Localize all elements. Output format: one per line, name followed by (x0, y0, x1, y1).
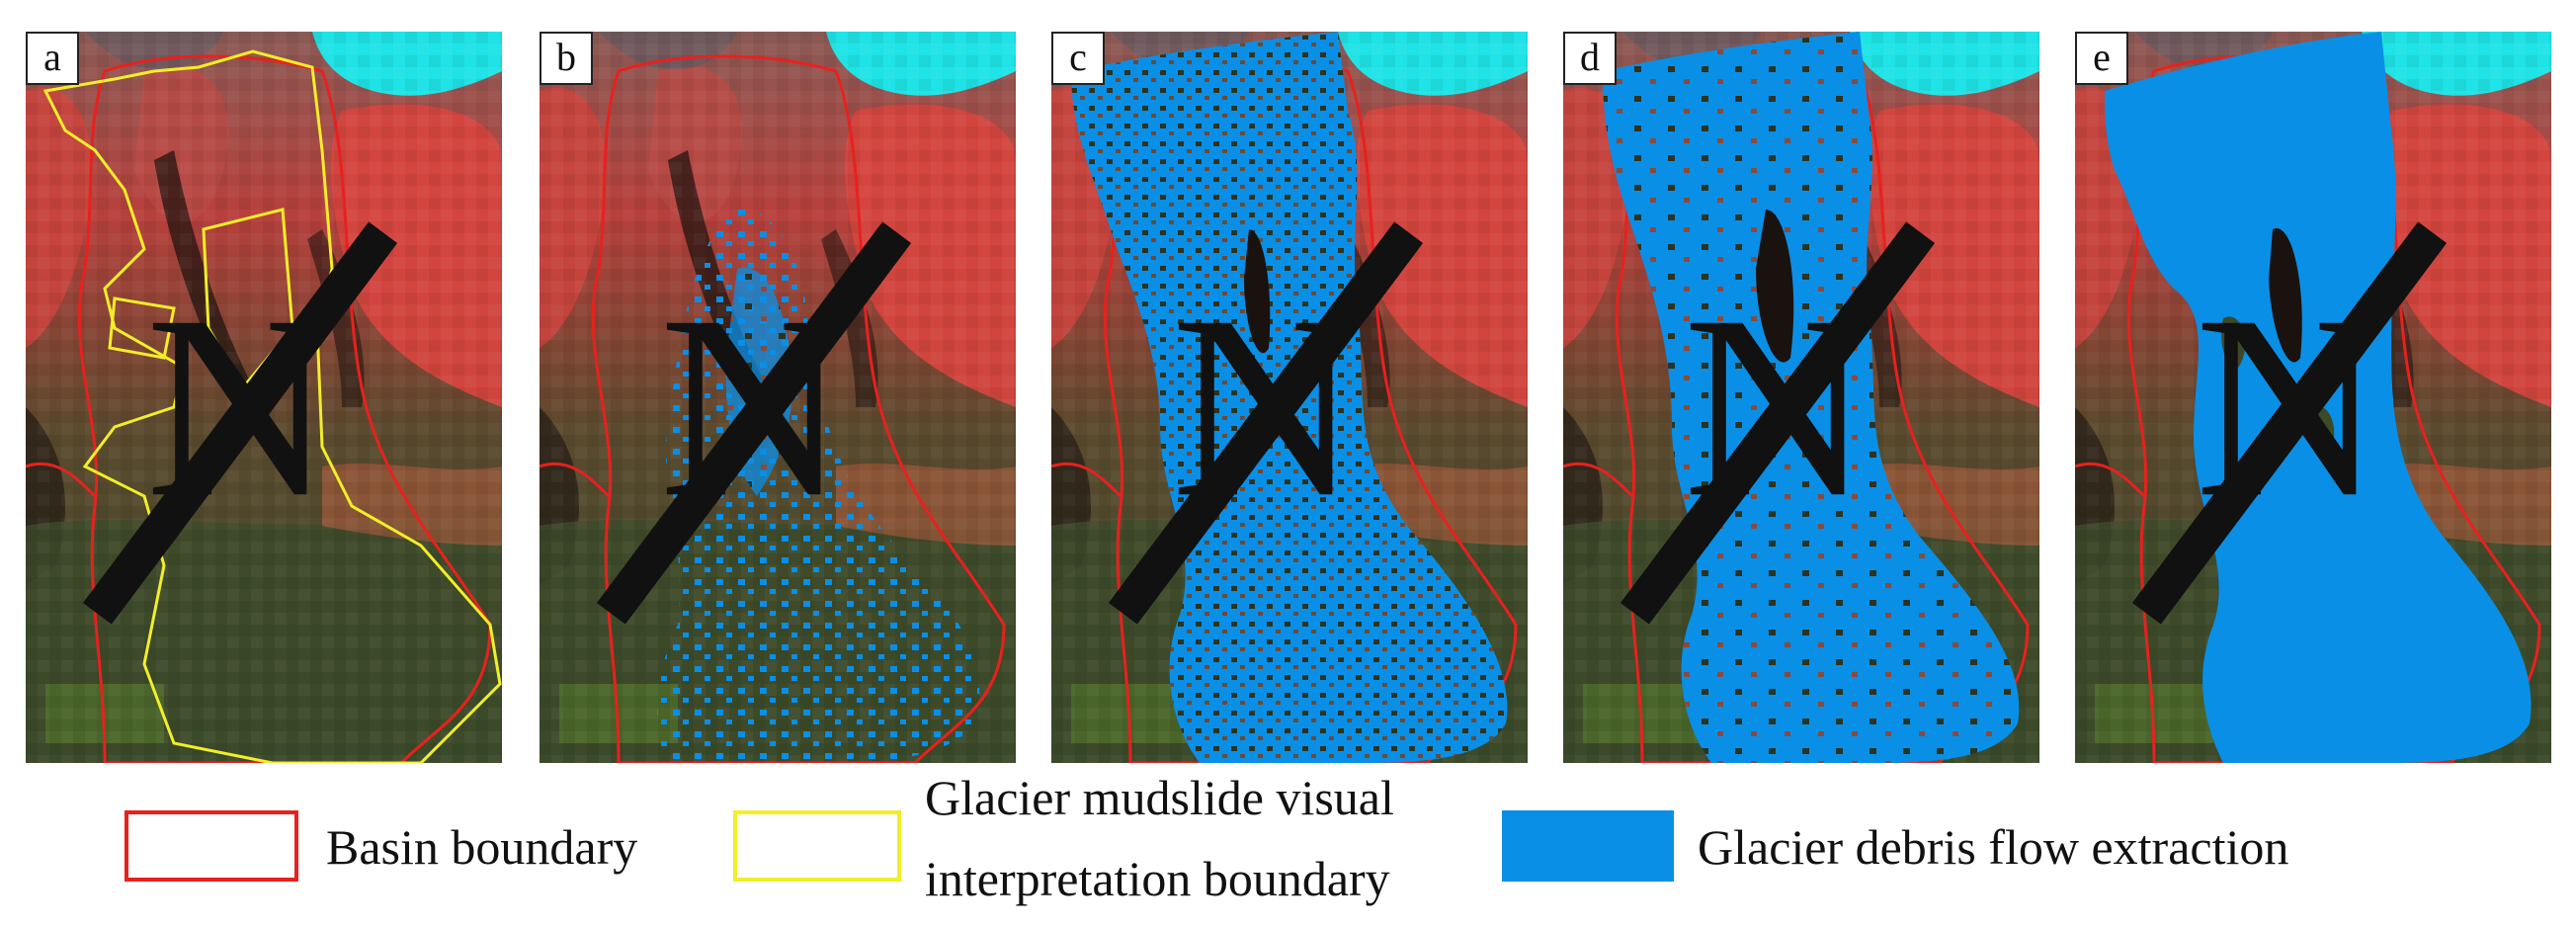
panel-c: c (1051, 32, 1528, 763)
panel-label: a (26, 32, 79, 85)
panel-label: e (2075, 32, 2128, 85)
north-arrow-icon (1563, 57, 2016, 763)
legend-label-visual-line2: interpretation boundary (925, 851, 1390, 906)
legend-swatch-visual (733, 810, 901, 882)
panel-b: b (540, 32, 1016, 763)
north-arrow-icon (2075, 57, 2528, 763)
panel-a: a (26, 32, 502, 763)
panel-label: d (1563, 32, 1617, 85)
north-arrow-icon (1051, 57, 1504, 763)
panel-e: e (2075, 32, 2551, 763)
north-arrow-icon (540, 57, 992, 763)
panel-d: d (1563, 32, 2039, 763)
panel-label: b (540, 32, 593, 85)
legend-label-visual-line1: Glacier mudslide visual (925, 770, 1394, 825)
panel-label: c (1051, 32, 1105, 85)
legend-swatch-extraction (1502, 810, 1674, 882)
legend-label-basin: Basin boundary (326, 819, 638, 875)
visual-interpretation-boundary (42, 49, 502, 763)
legend-label-extraction: Glacier debris flow extraction (1698, 819, 2289, 875)
north-arrow-icon (26, 57, 478, 763)
legend-swatch-basin (125, 810, 298, 882)
